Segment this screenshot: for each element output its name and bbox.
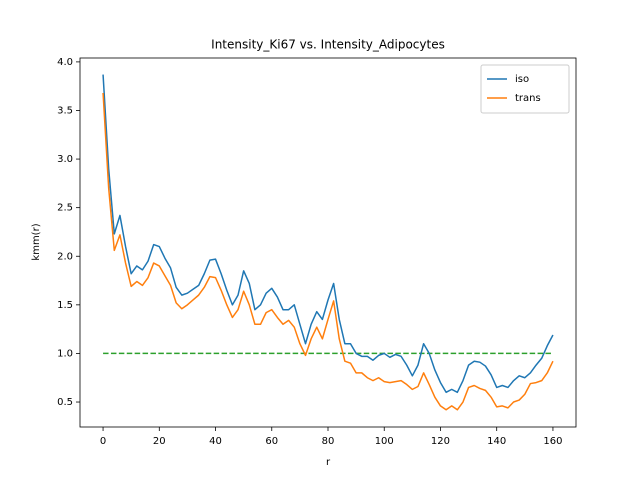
y-tick-label: 4.0 bbox=[57, 57, 73, 68]
series-line bbox=[102, 92, 554, 411]
x-tick-label: 60 bbox=[265, 436, 278, 447]
y-tick-label: 1.5 bbox=[57, 300, 73, 311]
x-tick-label: 40 bbox=[209, 436, 222, 447]
y-tick-label: 0.5 bbox=[57, 397, 73, 408]
x-tick-label: 100 bbox=[375, 436, 394, 447]
x-axis-label: r bbox=[326, 457, 331, 468]
y-axis-label: kmm(r) bbox=[31, 223, 42, 260]
y-tick-label: 2.5 bbox=[57, 203, 73, 214]
x-tick-label: 0 bbox=[100, 436, 106, 447]
y-tick-label: 1.0 bbox=[57, 348, 73, 359]
legend-label: trans bbox=[515, 93, 541, 104]
legend-label: iso bbox=[515, 74, 529, 85]
x-tick-label: 80 bbox=[322, 436, 335, 447]
y-tick-label: 2.0 bbox=[57, 251, 73, 262]
x-tick-label: 20 bbox=[153, 436, 166, 447]
x-tick-label: 120 bbox=[431, 436, 450, 447]
legend-box bbox=[480, 64, 570, 114]
y-tick-label: 3.0 bbox=[57, 154, 73, 165]
plot-frame bbox=[79, 57, 577, 428]
x-tick-label: 160 bbox=[543, 436, 562, 447]
series-line bbox=[102, 74, 554, 394]
chart-title: Intensity_Ki67 vs. Intensity_Adipocytes bbox=[211, 38, 445, 52]
y-tick-label: 3.5 bbox=[57, 105, 73, 116]
x-tick-label: 140 bbox=[487, 436, 506, 447]
